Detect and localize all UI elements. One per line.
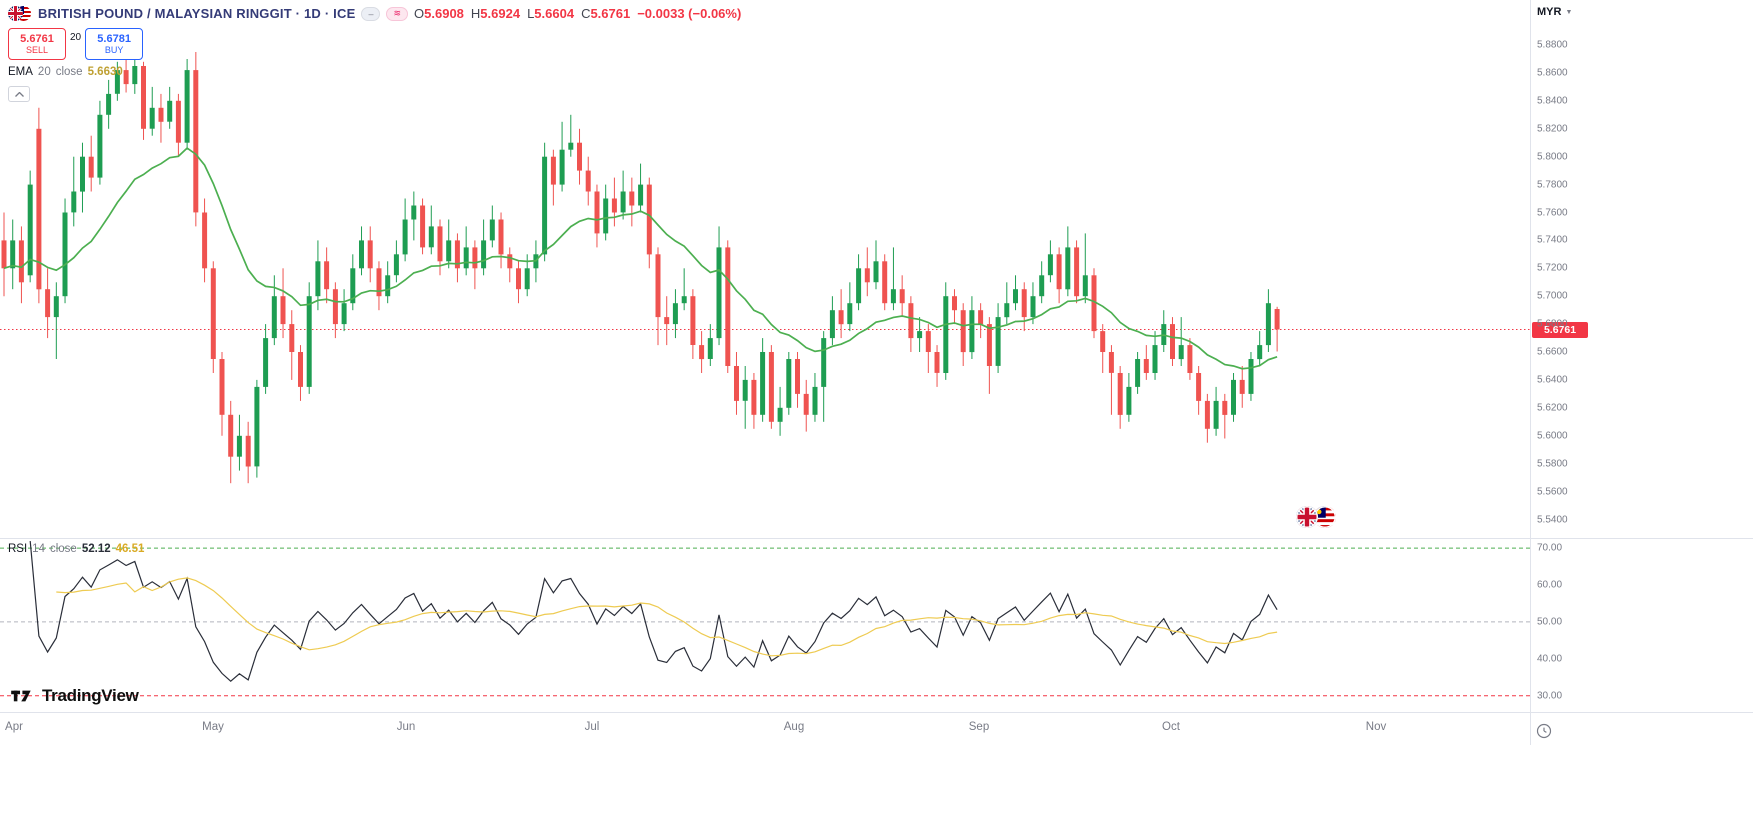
price-axis-label: 5.5400 — [1537, 514, 1568, 525]
wave-pill-icon[interactable]: ≋ — [386, 6, 409, 21]
month-label: Aug — [783, 721, 805, 733]
symbol-flags-icon — [8, 6, 32, 21]
price-axis-label: 5.6200 — [1537, 402, 1568, 414]
tradingview-logo-text: TradingView — [42, 686, 139, 705]
month-label: Nov — [1365, 721, 1387, 733]
price-axis[interactable]: MYR ▼ 5.6761 5.8800 5.8600 5.8400 5.8200 5.8… — [1531, 0, 1753, 745]
rsi-indicator-chart[interactable] — [0, 540, 1530, 712]
symbol-title[interactable]: BRITISH POUND / MALAYSIAN RINGGIT · 1D ·… — [38, 6, 356, 21]
price-axis-label: 5.5800 — [1537, 458, 1568, 470]
rsi-source: close — [49, 543, 77, 555]
rsi-axis-label: 40.00 — [1537, 653, 1563, 665]
rsi-line — [29, 541, 1278, 682]
buy-price: 5.6781 — [97, 32, 131, 45]
price-axis-label: 5.8400 — [1537, 95, 1568, 107]
price-axis-label: 5.8000 — [1537, 151, 1568, 163]
month-label: Apr — [5, 721, 23, 733]
time-axis-separator — [0, 712, 1753, 713]
rsi-title: RSI — [8, 543, 28, 555]
rsi-ma-line — [56, 577, 1278, 657]
buy-label: BUY — [104, 45, 124, 56]
price-axis-label: 5.8600 — [1537, 67, 1568, 79]
collapse-legend-button[interactable] — [8, 86, 30, 102]
high-label: H — [470, 6, 481, 21]
price-axis-label: 5.5600 — [1537, 486, 1568, 498]
price-axis-label: 5.8200 — [1537, 123, 1568, 135]
low-value: 5.6604 — [534, 6, 575, 21]
ema-title: EMA — [8, 66, 33, 78]
chevron-up-icon — [14, 91, 24, 97]
price-axis-label: 5.7000 — [1537, 290, 1568, 302]
low-label: L — [527, 6, 535, 21]
rsi-legend[interactable]: RSI 14 close 52.12 46.51 — [8, 543, 144, 555]
rsi-axis-label: 70.00 — [1537, 542, 1563, 554]
spread-value: 20 — [70, 32, 82, 43]
main-candlestick-chart[interactable] — [0, 28, 1530, 540]
panel-separator[interactable] — [0, 538, 1753, 539]
symbol-legend[interactable]: BRITISH POUND / MALAYSIAN RINGGIT · 1D ·… — [8, 6, 741, 21]
buy-button[interactable]: 5.6781 BUY — [85, 28, 144, 60]
month-label: Jun — [396, 721, 416, 733]
price-axis-label: 5.7400 — [1537, 234, 1568, 246]
price-axis-label: 5.7200 — [1537, 262, 1568, 274]
open-label: O — [414, 6, 425, 21]
rsi-axis-label: 30.00 — [1537, 690, 1563, 702]
rsi-axis-label: 50.00 — [1537, 616, 1563, 628]
rsi-axis-label: 60.00 — [1537, 579, 1563, 591]
ohlc-values: O5.6908 H5.6924 L5.6604 C5.6761 −0.0033 … — [414, 6, 741, 21]
candle-bodies-layer — [1, 66, 1280, 467]
ema-line — [3, 147, 1278, 370]
ema-value: 5.6630 — [87, 66, 123, 78]
month-label: Sep — [968, 721, 990, 733]
sell-button[interactable]: 5.6761 SELL — [8, 28, 66, 60]
gbp-flag-icon — [1296, 506, 1318, 528]
minus-pill-icon[interactable]: – — [361, 6, 381, 21]
chevron-down-icon: ▼ — [1565, 8, 1573, 16]
trade-widget: 5.6761 SELL 20 5.6781 BUY — [8, 28, 144, 60]
change-value: −0.0033 (−0.06%) — [637, 6, 742, 21]
ema-source: close — [55, 66, 83, 78]
sell-label: SELL — [25, 45, 49, 56]
current-price-badge: 5.6761 — [1532, 321, 1588, 338]
price-axis-separator — [1530, 0, 1531, 745]
high-value: 5.6924 — [480, 6, 521, 21]
timezone-clock-button[interactable] — [1536, 723, 1552, 744]
sell-price: 5.6761 — [20, 32, 54, 45]
month-label: Jul — [584, 721, 600, 733]
close-value: 5.6761 — [590, 6, 631, 21]
month-label: May — [202, 721, 224, 733]
currency-label: MYR — [1537, 6, 1562, 18]
rsi-params: 14 — [32, 543, 45, 555]
rsi-ma-value: 46.51 — [115, 543, 145, 555]
time-axis[interactable]: Apr May Jun Jul Aug Sep Oct Nov — [0, 712, 1530, 745]
close-label: C — [581, 6, 591, 21]
price-axis-label: 5.8800 — [1537, 39, 1568, 51]
price-axis-label: 5.6000 — [1537, 430, 1568, 442]
clock-icon — [1536, 723, 1552, 739]
currency-selector[interactable]: MYR ▼ — [1537, 6, 1572, 18]
month-label: Oct — [1162, 721, 1180, 733]
price-axis-label: 5.6400 — [1537, 374, 1568, 386]
rsi-value: 52.12 — [81, 543, 111, 555]
tradingview-logo[interactable]: TradingView — [10, 686, 139, 706]
chart-symbol-logos — [1296, 504, 1342, 530]
ema-legend[interactable]: EMA 20 close 5.6630 — [8, 66, 123, 78]
gbp-flag-icon — [8, 6, 23, 21]
price-axis-label: 5.6800 — [1537, 318, 1568, 330]
ema-params: 20 — [37, 66, 51, 78]
open-value: 5.6908 — [424, 6, 464, 21]
tradingview-mark-icon — [11, 690, 31, 702]
price-axis-label: 5.7800 — [1537, 179, 1568, 191]
myr-flag-icon — [1314, 506, 1336, 528]
price-axis-label: 5.6600 — [1537, 346, 1568, 358]
price-axis-label: 5.7600 — [1537, 207, 1568, 218]
